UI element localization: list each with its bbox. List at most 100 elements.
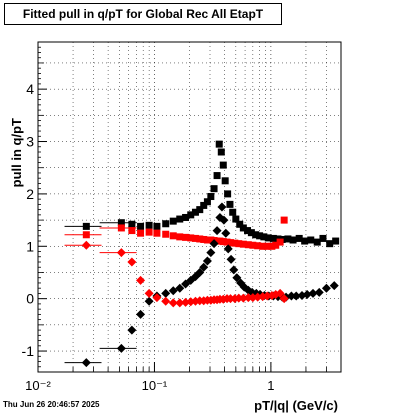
data-point — [196, 206, 204, 214]
data-point — [182, 233, 190, 241]
data-point — [168, 298, 178, 308]
data-point — [284, 235, 292, 243]
x-tick-label: 10⁻¹ — [142, 378, 168, 393]
data-point — [272, 241, 280, 249]
data-point — [286, 291, 296, 301]
data-point — [234, 293, 244, 303]
data-point — [169, 217, 177, 225]
data-point — [181, 297, 191, 307]
data-point — [289, 236, 297, 244]
data-point — [319, 234, 327, 242]
y-tick-label: 2 — [26, 186, 34, 202]
data-point — [175, 298, 185, 308]
data-point — [117, 224, 125, 232]
data-point — [229, 208, 237, 216]
data-point — [212, 226, 222, 236]
data-point — [137, 222, 145, 230]
data-point — [219, 161, 227, 169]
data-point — [128, 220, 136, 228]
data-point — [196, 235, 204, 243]
data-point — [221, 228, 231, 238]
data-point — [239, 224, 247, 232]
y-tick-label: 4 — [26, 81, 34, 97]
data-point — [203, 198, 211, 206]
data-point — [276, 238, 284, 246]
data-point — [332, 237, 340, 245]
data-point — [195, 267, 205, 277]
data-point — [176, 233, 184, 241]
data-point — [210, 185, 218, 193]
data-point — [81, 358, 91, 368]
data-point — [82, 231, 90, 239]
data-point — [223, 244, 233, 254]
data-point — [200, 201, 208, 209]
data-point — [162, 220, 170, 228]
data-point — [153, 229, 161, 237]
data-point — [259, 242, 267, 250]
data-point — [224, 190, 232, 198]
data-point — [175, 283, 185, 293]
data-point — [269, 234, 277, 242]
data-point — [247, 229, 255, 237]
series-4 — [64, 240, 289, 308]
data-point — [161, 288, 171, 298]
data-point — [116, 343, 126, 353]
data-point — [221, 177, 229, 185]
data-point — [191, 234, 199, 242]
series-3 — [64, 202, 339, 368]
data-point — [249, 241, 257, 249]
data-point — [232, 273, 242, 283]
data-point — [127, 257, 137, 267]
data-point — [213, 172, 221, 180]
data-point — [217, 148, 225, 156]
data-point — [232, 215, 240, 223]
x-axis-label: pT/|q| (GeV/c) — [254, 398, 338, 413]
data-point — [128, 227, 136, 235]
data-point — [161, 296, 171, 306]
data-point — [226, 254, 236, 264]
data-point — [229, 265, 239, 275]
data-point — [256, 232, 264, 240]
data-point — [244, 241, 252, 249]
data-point — [302, 289, 312, 299]
data-point — [162, 230, 170, 238]
data-point — [127, 325, 137, 335]
data-point — [313, 238, 321, 246]
data-point — [219, 215, 229, 225]
data-point — [152, 293, 162, 303]
data-point — [326, 240, 334, 248]
data-point — [235, 240, 243, 248]
x-tick-label: 10⁻² — [25, 378, 51, 393]
datestamp: Thu Jun 26 20:46:57 2025 — [3, 400, 100, 409]
series-1 — [64, 140, 340, 248]
data-point — [169, 232, 177, 240]
data-point — [82, 222, 90, 230]
data-point — [206, 248, 216, 258]
y-axis-label: pull in q/pT — [9, 118, 24, 187]
data-point — [200, 235, 208, 243]
data-point — [321, 283, 331, 293]
data-point — [187, 211, 195, 219]
y-tick-label: -1 — [22, 343, 35, 359]
data-point — [207, 193, 215, 201]
data-point — [263, 242, 271, 250]
data-point — [144, 288, 154, 298]
data-point — [252, 231, 260, 239]
data-point — [231, 239, 239, 247]
series-2 — [64, 216, 288, 250]
y-tick-label: 1 — [26, 238, 34, 254]
chart-title: Fitted pull in q/pT for Global Rec All E… — [4, 3, 282, 25]
data-point — [307, 236, 315, 244]
data-point — [137, 229, 145, 237]
data-point — [144, 296, 154, 306]
data-point — [199, 262, 209, 272]
x-tick-label: 1 — [267, 378, 274, 393]
y-tick-label: 0 — [26, 291, 34, 307]
data-point — [268, 242, 276, 250]
data-point — [264, 234, 272, 242]
data-marks — [64, 140, 340, 368]
data-point — [145, 221, 153, 229]
data-point — [329, 281, 339, 291]
data-point — [254, 242, 262, 250]
y-tick-label: 3 — [26, 134, 34, 150]
